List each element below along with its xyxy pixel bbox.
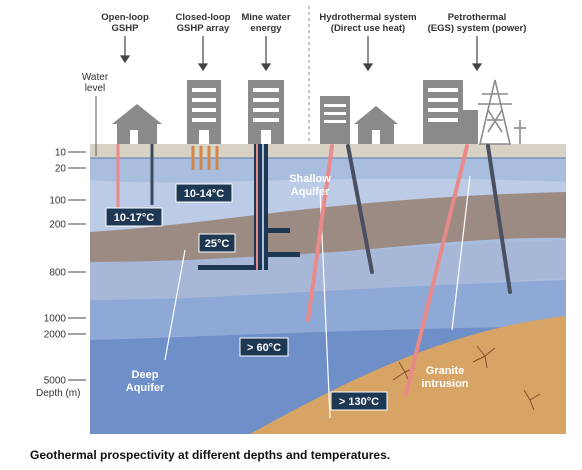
egs-wells <box>404 144 512 396</box>
house-icon <box>112 104 162 144</box>
hydrothermal-buildings-icon <box>320 96 398 144</box>
depth-tick-label: 2000 <box>44 330 67 341</box>
svg-text:10-17°C: 10-17°C <box>114 212 155 224</box>
depth-tick-label: 800 <box>49 268 66 279</box>
depth-tick-label: 10 <box>55 148 67 159</box>
closed-loop-array <box>191 146 219 170</box>
header-closed-loop: Closed-loop GSHP array <box>176 12 231 34</box>
depth-tick-label: 20 <box>55 164 67 175</box>
depth-tick-label: 200 <box>49 220 66 231</box>
depth-unit-label: Depth (m) <box>36 388 80 399</box>
water-level-label: Water level <box>82 72 109 94</box>
header-mine-water: Mine water energy <box>241 12 290 34</box>
svg-text:> 60°C: > 60°C <box>247 342 281 354</box>
depth-tick-label: 100 <box>49 196 66 207</box>
open-loop-pipes <box>116 144 154 210</box>
mine-building-icon <box>248 80 284 144</box>
depth-axis: 10 20 100 200 800 1000 2000 5000 <box>44 148 86 387</box>
power-pylon-icon <box>478 79 526 145</box>
temp-tag-closed-loop: 10-14°C <box>175 183 233 203</box>
header-hydrothermal: Hydrothermal system (Direct use heat) <box>319 12 416 34</box>
svg-text:10-14°C: 10-14°C <box>184 188 225 200</box>
header-petrothermal: Petrothermal (EGS) system (power) <box>428 12 527 34</box>
temp-tag-mine: 25°C <box>198 233 236 253</box>
header-open-loop: Open-loop GSHP <box>101 12 149 34</box>
deep-aquifer-label: Deep Aquifer <box>126 369 165 394</box>
header-arrows <box>119 36 483 72</box>
petrothermal-buildings-icon <box>423 80 478 144</box>
apartment-building-icon <box>187 80 221 144</box>
svg-text:25°C: 25°C <box>205 238 230 250</box>
ground-surface <box>90 144 566 158</box>
svg-text:> 130°C: > 130°C <box>339 396 379 408</box>
depth-tick-label: 5000 <box>44 376 67 387</box>
mine-shaft <box>198 144 300 270</box>
temp-tag-egs: > 130°C <box>330 391 388 411</box>
figure-caption: Geothermal prospectivity at different de… <box>30 448 391 462</box>
hydrothermal-wells <box>306 144 374 322</box>
shallow-aquifer-label: Shallow Aquifer <box>289 173 331 198</box>
temp-tag-hydrothermal: > 60°C <box>239 337 289 357</box>
granite-intrusion-label: Granite intrusion <box>421 365 468 390</box>
depth-tick-label: 1000 <box>44 314 67 325</box>
temp-tag-open-loop: 10-17°C <box>105 207 163 227</box>
